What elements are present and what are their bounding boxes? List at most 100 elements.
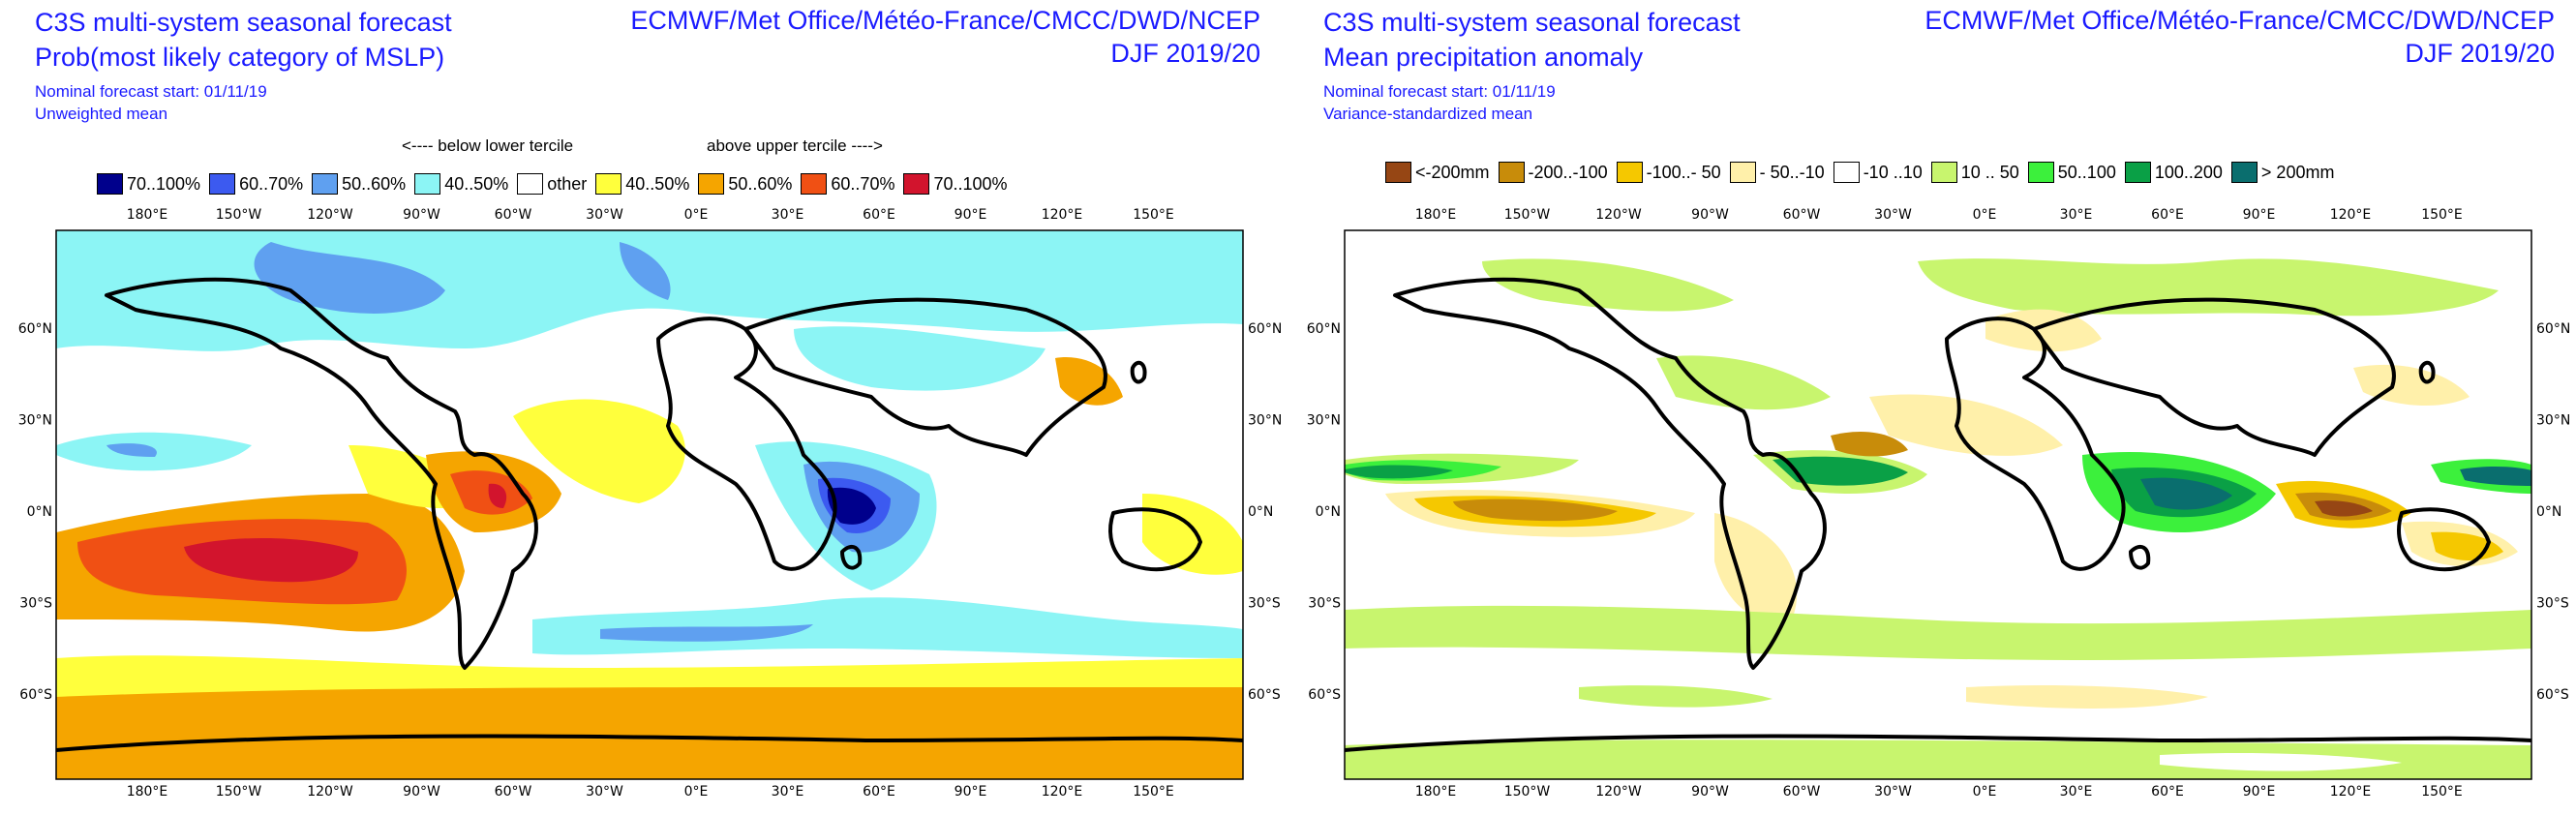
lon-tick-label: 150°W — [216, 784, 262, 800]
lat-tick-label: 0°N — [1248, 504, 1273, 520]
lat-tick-label: 60°N — [1307, 321, 1341, 337]
legend-label: 100..200 — [2154, 162, 2223, 182]
lat-tick-label: 30°S — [19, 596, 52, 612]
legend-label: -200..-100 — [1528, 162, 1608, 182]
legend-label: 60..70% — [831, 173, 895, 194]
lon-tick-label: 150°E — [1133, 207, 1174, 223]
tercile-below-label: <---- below lower tercile — [402, 136, 574, 155]
lon-tick-label: 60°W — [1783, 207, 1821, 223]
legend-item: other — [517, 173, 587, 195]
legend-swatch — [1930, 162, 1957, 183]
lon-tick-label: 90°E — [955, 784, 987, 800]
legend-swatch — [2027, 162, 2054, 183]
panel-subtitle: Prob(most likely category of MSLP) — [35, 43, 445, 72]
lon-tick-label: 120°E — [2330, 784, 2372, 800]
lat-tick-label: 0°N — [2536, 504, 2561, 520]
lon-tick-label: 120°E — [2330, 207, 2372, 223]
legend-swatch — [698, 173, 725, 195]
legend-item: 40..50% — [595, 173, 689, 195]
lon-tick-label: 30°E — [2060, 784, 2093, 800]
lon-tick-label: 120°W — [1595, 784, 1642, 800]
lat-tick-label: 60°S — [2536, 687, 2569, 703]
legend-item: 50..60% — [698, 173, 792, 195]
legend-label: 40..50% — [625, 173, 690, 194]
lon-tick-label: 90°W — [403, 784, 440, 800]
panel-subtitle: Mean precipitation anomaly — [1323, 43, 1644, 72]
lon-tick-label: 90°W — [403, 207, 440, 223]
lat-tick-label: 30°N — [1248, 413, 1282, 429]
mean-type: Unweighted mean — [35, 105, 168, 123]
legend-swatch — [97, 173, 123, 195]
legend: 70..100% 60..70% 50..60% 40..50% other 40..50… — [97, 173, 1016, 195]
lon-tick-label: 0°E — [684, 784, 709, 800]
legend-item: 70..100% — [903, 173, 1008, 195]
lon-tick-label: 120°E — [1042, 784, 1083, 800]
legend-swatch — [2124, 162, 2151, 183]
lon-tick-label: 120°E — [1042, 207, 1083, 223]
legend-swatch — [1385, 162, 1411, 183]
legend-swatch — [312, 173, 339, 195]
legend-item: -10 ..10 — [1833, 162, 1923, 183]
mean-type: Variance-standardized mean — [1323, 105, 1533, 123]
lon-tick-label: 90°E — [955, 207, 987, 223]
legend-swatch — [595, 173, 622, 195]
nominal-start: Nominal forecast start: 01/11/19 — [35, 82, 267, 101]
lon-tick-label: 30°E — [772, 207, 804, 223]
legend-label: -10 ..10 — [1863, 162, 1923, 182]
lon-tick-label: 150°E — [2421, 207, 2463, 223]
lon-tick-label: 0°E — [1973, 207, 1997, 223]
legend-item: 100..200 — [2124, 162, 2223, 183]
panel-title: C3S multi-system seasonal forecast — [1323, 8, 1741, 37]
lon-tick-label: 30°W — [586, 207, 623, 223]
legend-label: 50..100 — [2057, 162, 2116, 182]
lon-tick-label: 30°E — [2060, 207, 2093, 223]
legend-item: 50..60% — [312, 173, 406, 195]
legend-swatch — [209, 173, 236, 195]
lat-tick-label: 60°S — [1308, 687, 1341, 703]
lon-tick-label: 30°W — [586, 784, 623, 800]
lon-tick-label: 180°E — [127, 784, 168, 800]
lat-tick-label: 0°N — [1316, 504, 1341, 520]
lon-tick-label: 60°E — [2151, 784, 2184, 800]
legend-item: > 200mm — [2230, 162, 2335, 183]
lat-tick-label: 60°S — [19, 687, 52, 703]
lon-tick-label: 30°E — [772, 784, 804, 800]
lat-tick-label: 30°N — [1307, 413, 1341, 429]
legend-label: 10 .. 50 — [1960, 162, 2019, 182]
legend-item: <-200mm — [1385, 162, 1490, 183]
legend-label: > 200mm — [2260, 162, 2335, 182]
tercile-above-label: above upper tercile ----> — [707, 136, 883, 155]
lon-tick-label: 60°E — [863, 784, 895, 800]
legend-swatch — [414, 173, 441, 195]
legend-item: 40..50% — [414, 173, 508, 195]
nominal-start: Nominal forecast start: 01/11/19 — [1323, 82, 1556, 101]
lon-tick-label: 90°W — [1691, 784, 1729, 800]
legend-swatch — [801, 173, 828, 195]
legend-item: 60..70% — [801, 173, 894, 195]
lon-tick-label: 60°W — [495, 784, 532, 800]
lat-tick-label: 30°S — [2536, 596, 2569, 612]
lon-tick-label: 120°W — [307, 207, 353, 223]
lon-tick-label: 90°W — [1691, 207, 1729, 223]
lon-tick-label: 180°E — [1415, 207, 1457, 223]
precip-map: 180°E 180°E 150°W 150°W 120°W 120°W 90°W 90°W 60… — [1307, 207, 2571, 800]
legend: <-200mm -200..-100 -100..- 50 - 50..-10 -10 … — [1385, 162, 2343, 183]
legend-swatch — [903, 173, 930, 195]
legend-label: -100..- 50 — [1646, 162, 1721, 182]
legend-swatch — [1498, 162, 1525, 183]
season: DJF 2019/20 — [2405, 39, 2555, 68]
lat-tick-label: 60°N — [1248, 321, 1282, 337]
centres: ECMWF/Met Office/Météo-France/CMCC/DWD/N… — [1924, 6, 2555, 35]
panel-title: C3S multi-system seasonal forecast — [35, 8, 452, 37]
lat-tick-label: 60°N — [18, 321, 52, 337]
lat-tick-label: 0°N — [27, 504, 52, 520]
lon-tick-label: 120°W — [1595, 207, 1642, 223]
lon-tick-label: 30°W — [1874, 784, 1912, 800]
legend-label: 50..60% — [342, 173, 407, 194]
lon-tick-label: 150°W — [216, 207, 262, 223]
mslp-map: 180°E 180°E 150°W 150°W 120°W 120°W 90°W 90°W 60… — [18, 207, 1283, 800]
legend-item: -100..- 50 — [1616, 162, 1721, 183]
lon-tick-label: 150°W — [1504, 207, 1551, 223]
mslp-panel: C3S multi-system seasonal forecast Prob(… — [18, 6, 1283, 800]
lat-tick-label: 60°S — [1248, 687, 1281, 703]
